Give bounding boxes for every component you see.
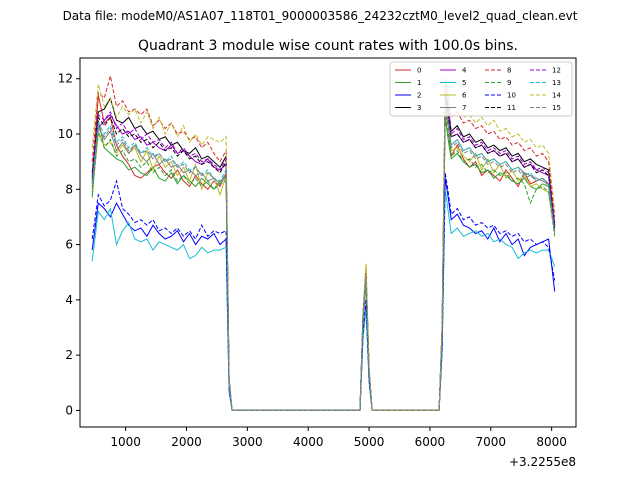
series-line-5 xyxy=(91,189,556,411)
y-tick-label: 8 xyxy=(65,182,73,196)
legend-label-4: 4 xyxy=(462,67,467,75)
legend-label-1: 1 xyxy=(417,79,421,87)
legend-label-0: 0 xyxy=(417,67,421,75)
legend-label-10: 10 xyxy=(507,92,516,100)
legend-label-11: 11 xyxy=(507,104,516,112)
y-axis: 0 2 4 6 8 10 12 xyxy=(58,72,80,417)
series-layer xyxy=(91,75,556,411)
x-tick-label: 7000 xyxy=(476,435,507,449)
legend-label-6: 6 xyxy=(462,92,467,100)
x-tick-label: 4000 xyxy=(293,435,324,449)
series-line-13 xyxy=(91,103,556,411)
series-line-15 xyxy=(91,106,556,411)
y-tick-label: 4 xyxy=(65,293,73,307)
chart-suptitle: Data file: modeM0/AS1A07_118T01_90000035… xyxy=(63,9,578,23)
legend-label-3: 3 xyxy=(417,104,421,112)
y-tick-label: 2 xyxy=(65,348,73,362)
legend-label-9: 9 xyxy=(507,79,511,87)
series-line-3 xyxy=(91,89,556,411)
series-line-10 xyxy=(91,172,556,411)
series-line-11 xyxy=(91,98,556,411)
legend-label-14: 14 xyxy=(552,92,561,100)
x-tick-label: 6000 xyxy=(415,435,446,449)
series-line-4 xyxy=(91,95,556,411)
x-offset-label: +3.2255e8 xyxy=(509,455,576,469)
series-line-12 xyxy=(91,92,556,411)
y-tick-label: 12 xyxy=(58,72,73,86)
x-tick-label: 8000 xyxy=(536,435,567,449)
series-line-8 xyxy=(91,75,556,411)
legend-label-8: 8 xyxy=(507,67,511,75)
chart-title: Quadrant 3 module wise count rates with … xyxy=(138,38,518,54)
legend-label-7: 7 xyxy=(462,104,466,112)
x-tick-label: 2000 xyxy=(171,435,202,449)
series-line-6 xyxy=(91,108,556,411)
legend-label-2: 2 xyxy=(417,92,421,100)
legend-box xyxy=(389,61,573,117)
y-tick-label: 6 xyxy=(65,238,73,252)
x-axis: 1000 2000 3000 4000 5000 6000 7000 8000 xyxy=(110,427,567,449)
y-tick-label: 10 xyxy=(58,127,73,141)
legend-label-12: 12 xyxy=(552,67,561,75)
series-line-2 xyxy=(91,178,556,411)
legend-label-13: 13 xyxy=(552,79,561,87)
series-line-0 xyxy=(91,95,556,411)
y-tick-label: 0 xyxy=(65,403,73,417)
x-tick-label: 1000 xyxy=(110,435,141,449)
plot-frame xyxy=(79,57,577,428)
x-tick-label: 5000 xyxy=(354,435,385,449)
legend-label-15: 15 xyxy=(552,104,561,112)
legend-label-5: 5 xyxy=(462,79,466,87)
x-tick-label: 3000 xyxy=(232,435,263,449)
